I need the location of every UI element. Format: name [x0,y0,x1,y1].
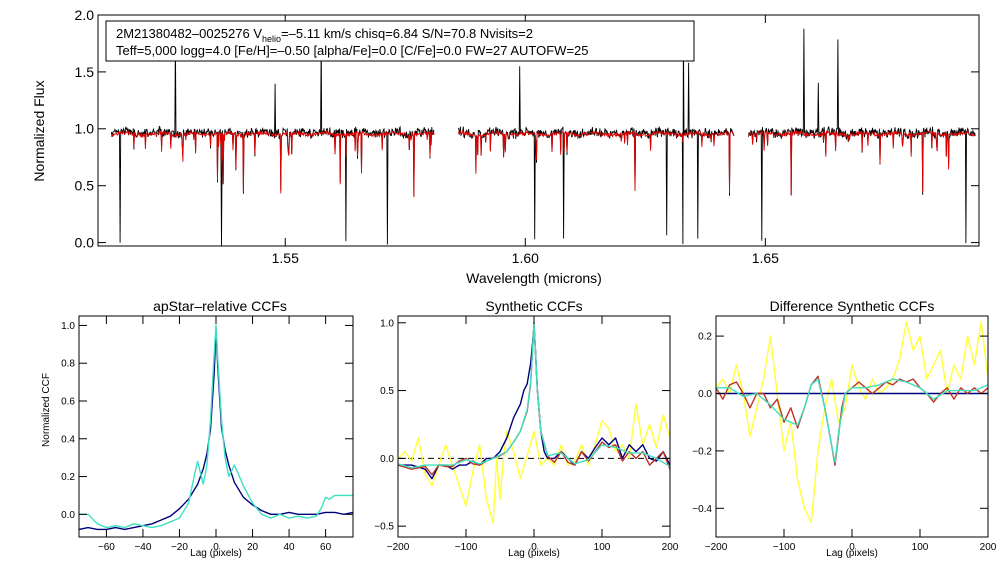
y-tick-label: 0.2 [61,472,75,483]
spectrum-x-axis-label: Wavelength (microns) [466,270,602,286]
y-tick-label: −0.4 [692,504,712,515]
x-tick-label: 40 [284,542,296,553]
info-v-subscript: helio [262,34,281,44]
difference-ccf-panel: Difference Synthetic CCFs −200 −100 0 100 20… [692,298,997,559]
info-line-2: Teff=5,000 logg=4.0 [Fe/H]=–0.50 [alpha/… [116,43,589,58]
apstar-ccf-title: apStar–relative CCFs [153,298,287,314]
model-spectrum-chip-3 [748,129,976,196]
synthetic-ccf-title: Synthetic CCFs [485,298,582,314]
model-spectrum-chip-1 [110,129,435,198]
y-tick-label: 0.0 [61,510,75,521]
x-tick-label: 200 [980,542,997,553]
y-tick-label: 2.0 [75,7,95,23]
x-tick-label: 1.60 [512,250,539,266]
difference-ccf-frame [715,315,989,538]
ccf-series-visit [79,324,353,529]
x-tick-label: 60 [320,542,332,553]
x-tick-label: −200 [705,542,728,553]
x-tick-label: 100 [912,542,929,553]
y-tick-label: 0.0 [698,389,712,400]
x-tick-label: −200 [387,542,410,553]
x-tick-label: −60 [98,542,115,553]
y-tick-label: 0.0 [380,454,394,465]
synthetic-ccf-x-label: Lag (pixels) [508,548,560,559]
x-tick-label: 0 [849,542,855,553]
apstar-ccf-y-label: Normalized CCF [41,373,52,447]
difference-ccf-ticks: −200 −100 0 100 200 −0.4 −0.2 0.0 0.2 [692,316,997,553]
y-tick-label: 0.8 [61,359,75,370]
apstar-ccf-series [78,324,354,531]
synthetic-ccf-series [397,322,671,525]
ccf-series-red [397,322,671,476]
apstar-ccf-panel: apStar–relative CCFs −60 −40 −20 0 20 40 60 0.0… [41,298,354,559]
apstar-ccf-frame [78,315,354,538]
x-tick-label: 200 [662,542,679,553]
x-tick-label: −20 [171,542,188,553]
difference-ccf-title: Difference Synthetic CCFs [770,298,935,314]
ccf-series-yellow [397,403,671,525]
ccf-series-cyan [716,378,989,464]
info-line-1: 2M21380482–0025276 Vhelio=–5.11 km/s chi… [116,26,533,44]
spectrum-y-axis-label: Normalized Flux [31,80,47,181]
y-tick-label: 0.0 [75,234,95,250]
synthetic-ccf-panel: Synthetic CCFs −200 −100 0 100 200 −0.5 0.0 0.5… [374,298,679,559]
apstar-ccf-ticks: −60 −40 −20 0 20 40 60 0.0 0.2 0.4 0.6 0.8 1.0 [61,316,353,553]
x-tick-label: 1.55 [272,250,299,266]
y-tick-label: 0.6 [61,397,75,408]
observed-spectrum-chip-1 [110,36,435,246]
x-tick-label: −100 [455,542,478,553]
difference-ccf-x-label: Lag (pixels) [826,548,878,559]
spectrum-panel: 1.55 1.60 1.65 0.0 0.5 1.0 1.5 2.0 Wavelength (… [31,7,980,286]
y-tick-label: 0.5 [380,386,394,397]
y-tick-label: 1.0 [380,318,394,329]
spectrum-axis-ticks: 1.55 1.60 1.65 0.0 0.5 1.0 1.5 2.0 [75,7,979,266]
spectrum-plot-frame [97,14,980,247]
y-tick-label: −0.5 [374,522,394,533]
model-spectrum-chip-2 [457,129,735,193]
x-tick-label: 100 [594,542,611,553]
y-tick-label: 0.2 [698,332,712,343]
spectrum-series [110,26,976,246]
x-tick-label: 0 [213,542,219,553]
x-tick-label: 0 [531,542,537,553]
x-tick-label: −40 [134,542,151,553]
y-tick-label: 1.5 [75,64,95,80]
x-tick-label: −100 [773,542,796,553]
y-tick-label: −0.2 [692,446,712,457]
y-tick-label: 0.4 [61,434,75,445]
spectrum-info-box [105,20,695,62]
y-tick-label: 1.0 [75,121,95,137]
ccf-series-cyan [397,322,671,469]
apstar-ccf-x-label: Lag (pixels) [190,548,242,559]
x-tick-label: 1.65 [752,250,779,266]
ccf-series-combined [78,328,354,531]
difference-ccf-series [715,321,989,524]
synthetic-ccf-ticks: −200 −100 0 100 200 −0.5 0.0 0.5 1.0 [374,316,679,553]
y-tick-label: 0.5 [75,178,95,194]
x-tick-label: 20 [247,542,259,553]
y-tick-label: 1.0 [61,321,75,332]
synthetic-ccf-frame [397,315,671,538]
ccf-series-yellow [715,321,989,524]
info-star-id-and-v: 2M21380482–0025276 V [116,26,262,41]
info-velocity-stats: =–5.11 km/s chisq=6.84 S/N=70.8 Nvisits=… [281,26,533,41]
